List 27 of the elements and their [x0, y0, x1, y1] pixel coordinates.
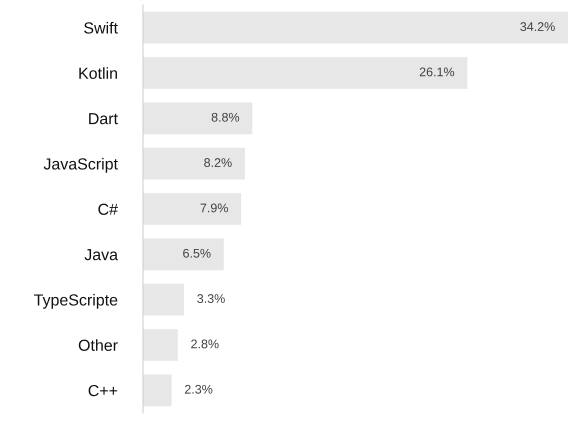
data-label: 8.8%: [212, 112, 240, 122]
data-label: 8.2%: [204, 158, 232, 168]
data-label: 7.9%: [200, 204, 228, 212]
data-label: 2.3%: [184, 384, 212, 394]
y-tick-label: Swift: [84, 22, 118, 34]
y-tick-label: Dart: [89, 113, 118, 124]
bar: [143, 238, 224, 270]
y-tick-label: TypeScripte: [34, 294, 118, 309]
bar: [143, 12, 568, 44]
data-label: 34.2%: [520, 22, 555, 32]
data-label: 26.1%: [420, 68, 454, 76]
bar: [143, 193, 242, 225]
y-tick-label: JavaScript: [44, 158, 118, 173]
bar: [143, 57, 468, 89]
bar: [143, 148, 245, 180]
data-label: 2.8%: [191, 340, 219, 348]
data-label: 6.5%: [183, 248, 211, 258]
data-label: 3.3%: [197, 294, 225, 304]
y-tick-label: Other: [78, 339, 118, 351]
bar: [143, 284, 184, 316]
bar: [143, 374, 172, 406]
y-tick-label: Kotlin: [79, 67, 117, 79]
y-tick-label: C#: [98, 204, 118, 215]
y-tick-label: Java: [84, 249, 118, 260]
y-tick-label: C++: [88, 384, 118, 396]
bar: [143, 329, 178, 361]
bar: [143, 102, 252, 134]
